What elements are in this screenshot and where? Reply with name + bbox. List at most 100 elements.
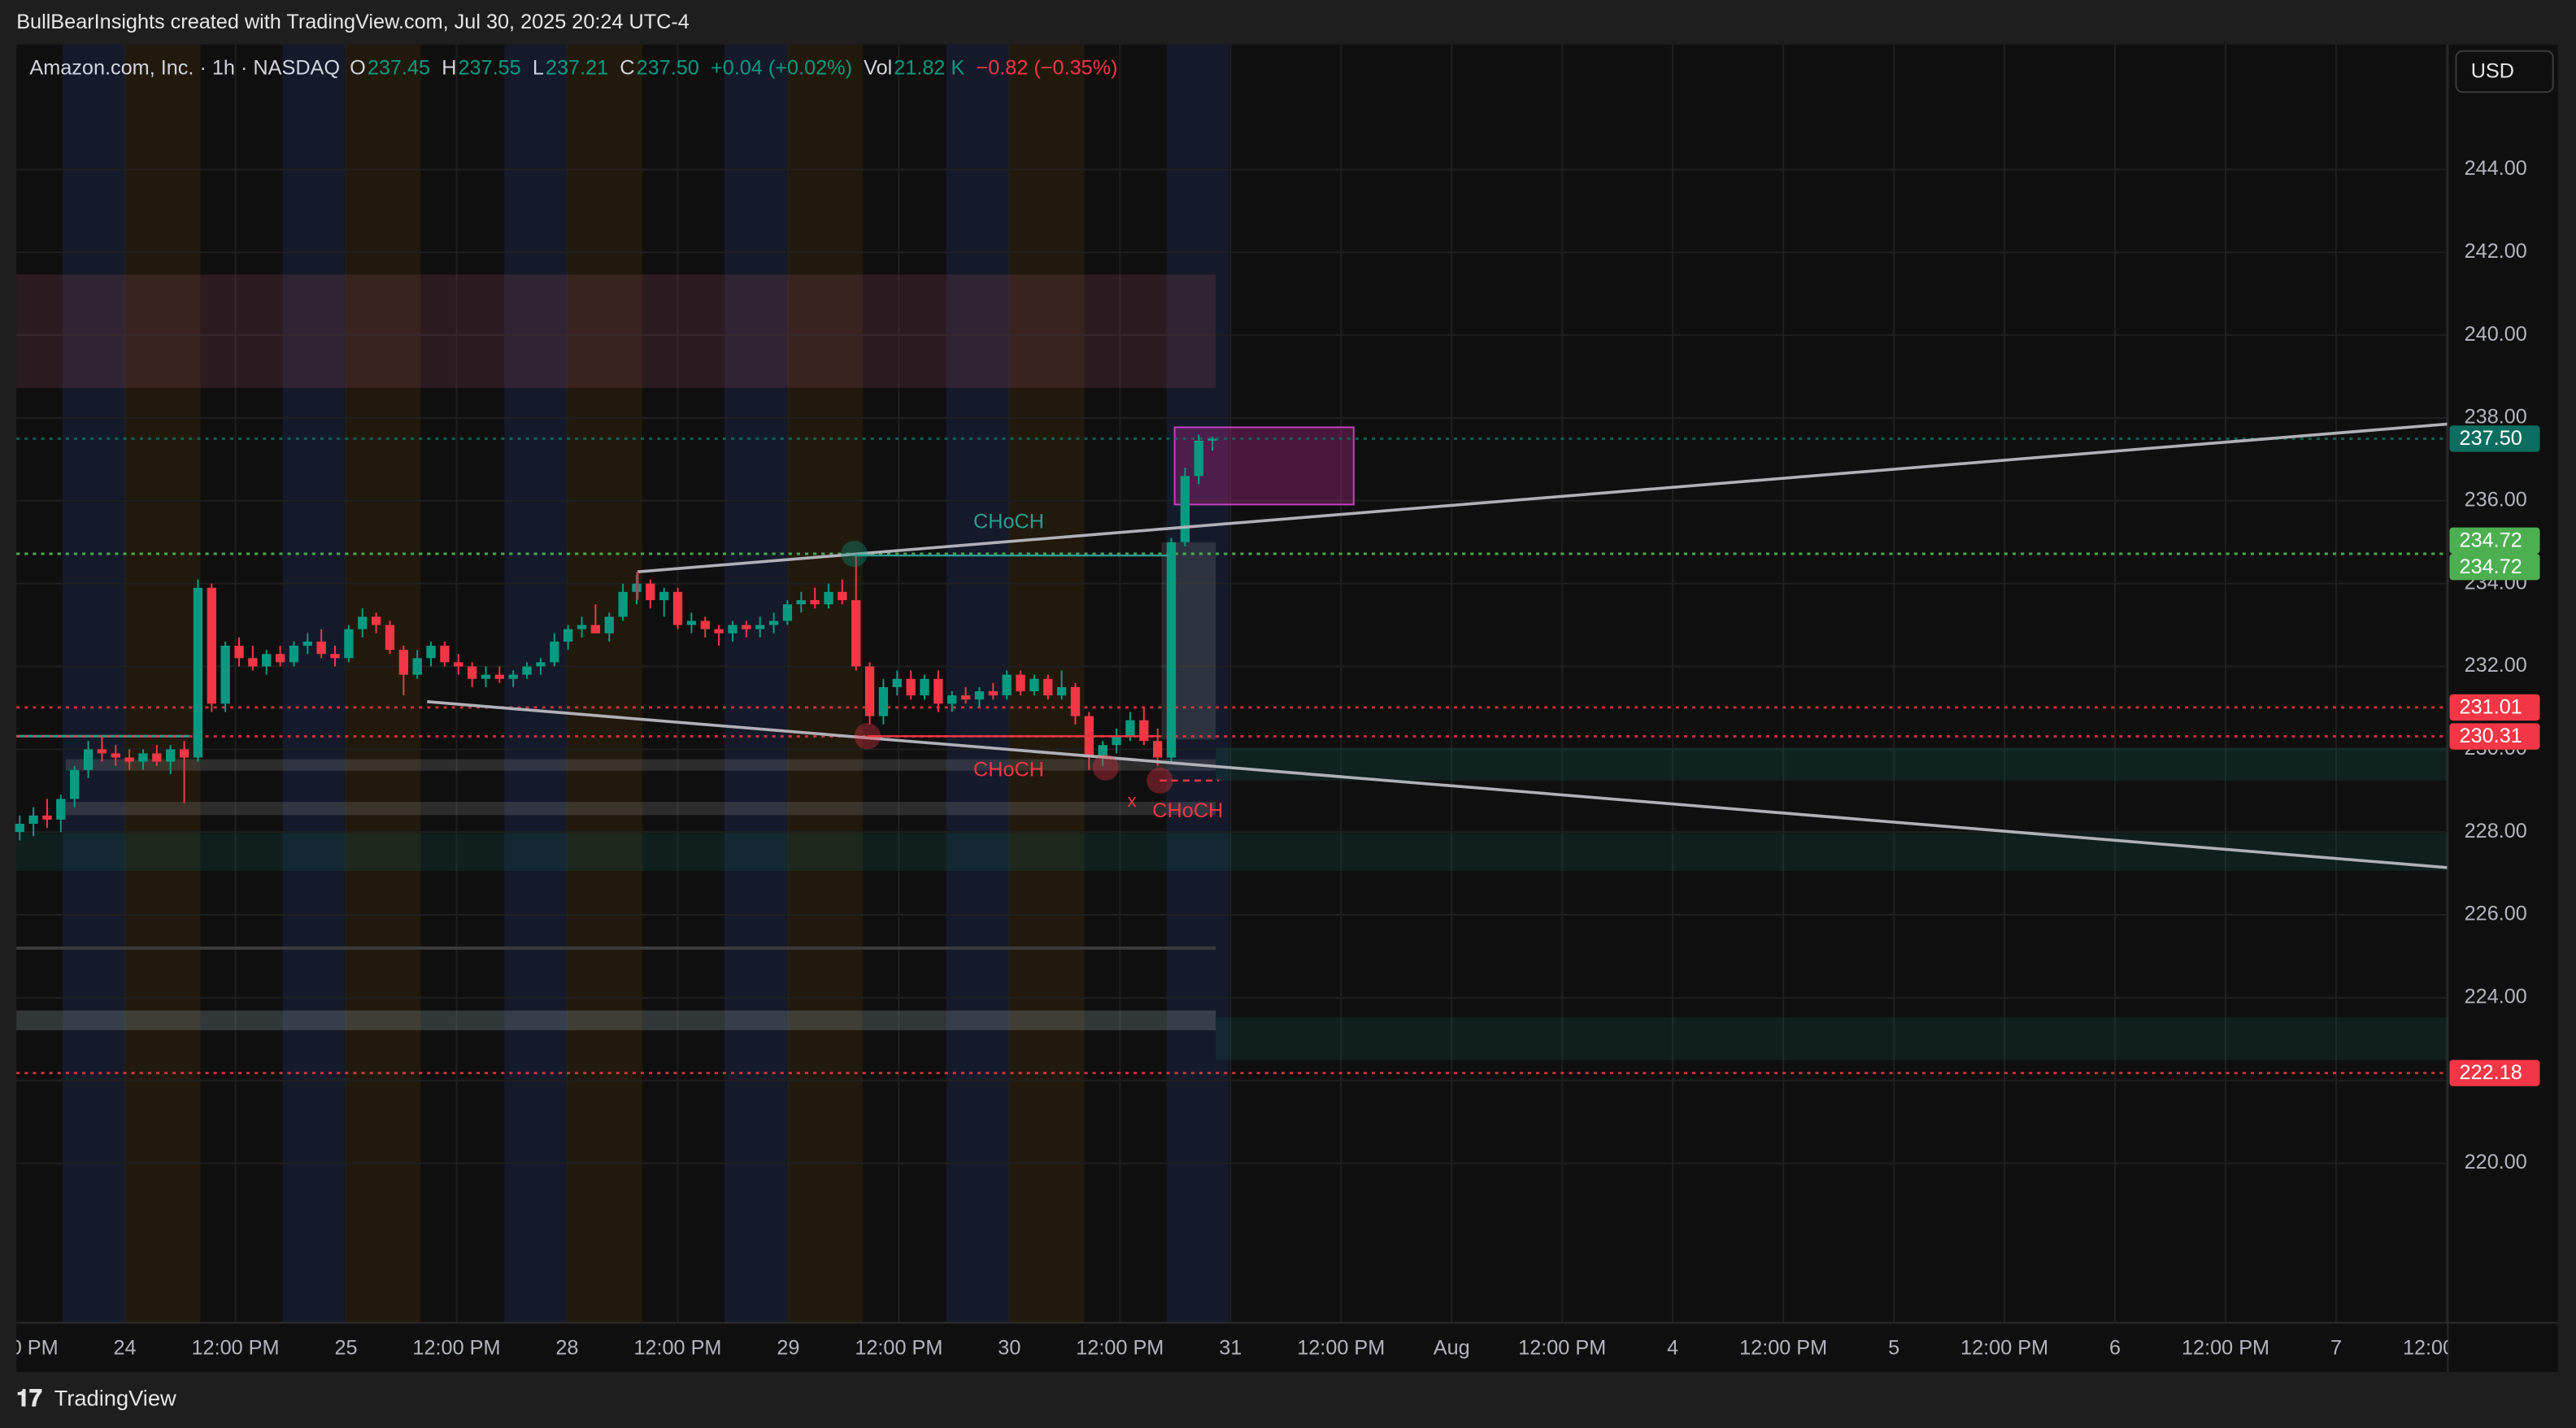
candle-body (440, 646, 450, 663)
candle-body (550, 641, 559, 663)
zone-bar (65, 759, 1216, 771)
candle-body (686, 620, 697, 625)
candle-body (1152, 741, 1163, 758)
x-tick-label: 12:00 PM (1960, 1337, 2048, 1360)
x-tick-label: 12:00 PM (412, 1337, 500, 1360)
candle-body (742, 625, 751, 629)
candle-body (15, 823, 24, 833)
candle-body (1029, 678, 1039, 692)
candle-body (371, 616, 381, 625)
candle-body (824, 591, 833, 605)
y-tick-label: 236.00 (2465, 488, 2527, 511)
candle-body (207, 587, 216, 704)
legend-value: +0.04 (+0.02%) (711, 57, 852, 80)
candle-body (289, 646, 299, 663)
candle-body (1043, 678, 1053, 696)
candle-body (494, 674, 505, 679)
y-tick-label: 242.00 (2465, 240, 2527, 263)
candle-body (248, 658, 258, 667)
candle-body (467, 666, 477, 679)
demand-zone (1216, 1017, 2448, 1060)
supply-zone (16, 274, 1216, 388)
band (724, 44, 787, 1323)
candle-body (618, 591, 628, 617)
candle-body (193, 587, 203, 758)
annotation: CHoCH (973, 510, 1044, 533)
currency-button[interactable] (2455, 50, 2554, 94)
x-tick-label: 25 (334, 1337, 357, 1360)
x-tick-label: 12:00 PM (1297, 1337, 1385, 1360)
price-label-bg (2449, 1060, 2540, 1086)
chart-area (16, 44, 2558, 1373)
annotation: CHoCH (973, 758, 1044, 781)
legend-value: 237.45 (368, 57, 430, 80)
candle-body (358, 616, 368, 629)
x-tick-label: 31 (1219, 1337, 1242, 1360)
band (1166, 44, 1229, 1323)
legend-key: L (533, 57, 544, 80)
candle-body (28, 815, 38, 824)
candle-body (810, 600, 820, 605)
x-tick-label: Aug (1434, 1337, 1470, 1360)
annotation: CHoCH (1152, 799, 1223, 822)
candle-body (70, 769, 80, 799)
x-tick-label: 6 (2109, 1337, 2121, 1360)
candle-body (426, 646, 436, 659)
x-tick-label: 4 (1667, 1337, 1678, 1360)
price-label: 231.01 (2460, 696, 2522, 719)
demand-zone (1216, 747, 2448, 781)
pivot (854, 723, 881, 750)
candle-body (454, 662, 463, 667)
candle-body (56, 799, 66, 820)
price-label-bg (2449, 527, 2540, 554)
price-axis: 220.00222.00224.00226.00228.00230.00232.… (2449, 157, 2540, 1173)
x-tick-label: 28 (555, 1337, 578, 1360)
time-axis: 12:00 PM 24 12:00 PM 25 12:00 PM 28 12:00 PM 29… (16, 1337, 2491, 1360)
candle-body (385, 625, 395, 651)
band (282, 44, 346, 1323)
candle-body (851, 600, 861, 667)
x-tick-label: 7 (2330, 1337, 2342, 1360)
y-tick-label: 238.00 (2465, 406, 2527, 429)
candle-body (1208, 438, 1217, 441)
price-label: 237.50 (2460, 427, 2522, 450)
candle-body (220, 646, 230, 704)
candle-body (838, 591, 847, 601)
legend-key: H (442, 57, 456, 80)
candle-body (481, 674, 491, 679)
zone-bar (65, 802, 1216, 816)
price-label: 230.31 (2460, 725, 2522, 747)
price-label: 234.72 (2460, 529, 2522, 552)
band (124, 44, 201, 1323)
candle-body (878, 686, 889, 716)
pivot (1092, 754, 1119, 781)
y-tick-label: 240.00 (2465, 323, 2527, 346)
candle-body (302, 641, 312, 647)
price-levels (16, 437, 2448, 1075)
pivot (841, 540, 868, 568)
x-tick-label: 24 (114, 1337, 137, 1360)
candle-body (755, 625, 765, 629)
x-tick-label: 12:00 PM (2403, 1337, 2491, 1360)
currency[interactable]: USD (2471, 60, 2514, 83)
candle-body (1139, 720, 1149, 742)
price-label-bg (2449, 723, 2540, 750)
candle-body (1112, 737, 1121, 746)
x-tick-label: 12:00 PM (855, 1337, 942, 1360)
candle-body (974, 691, 985, 700)
candle-body (316, 641, 326, 655)
candle-body (138, 753, 148, 762)
candle-body (42, 815, 52, 820)
candle-body (906, 678, 916, 696)
candle-body (659, 591, 669, 601)
candle-body (1180, 476, 1190, 542)
price-label: 222.18 (2460, 1061, 2522, 1084)
candle-body (1070, 686, 1081, 716)
x-tick-label: 12:00 PM (2182, 1337, 2269, 1360)
x-tick-label: 29 (777, 1337, 799, 1360)
price-label: 234.72 (2460, 555, 2522, 578)
price-label-bg (2449, 553, 2540, 581)
band (946, 44, 1009, 1323)
candle-body (988, 691, 998, 696)
